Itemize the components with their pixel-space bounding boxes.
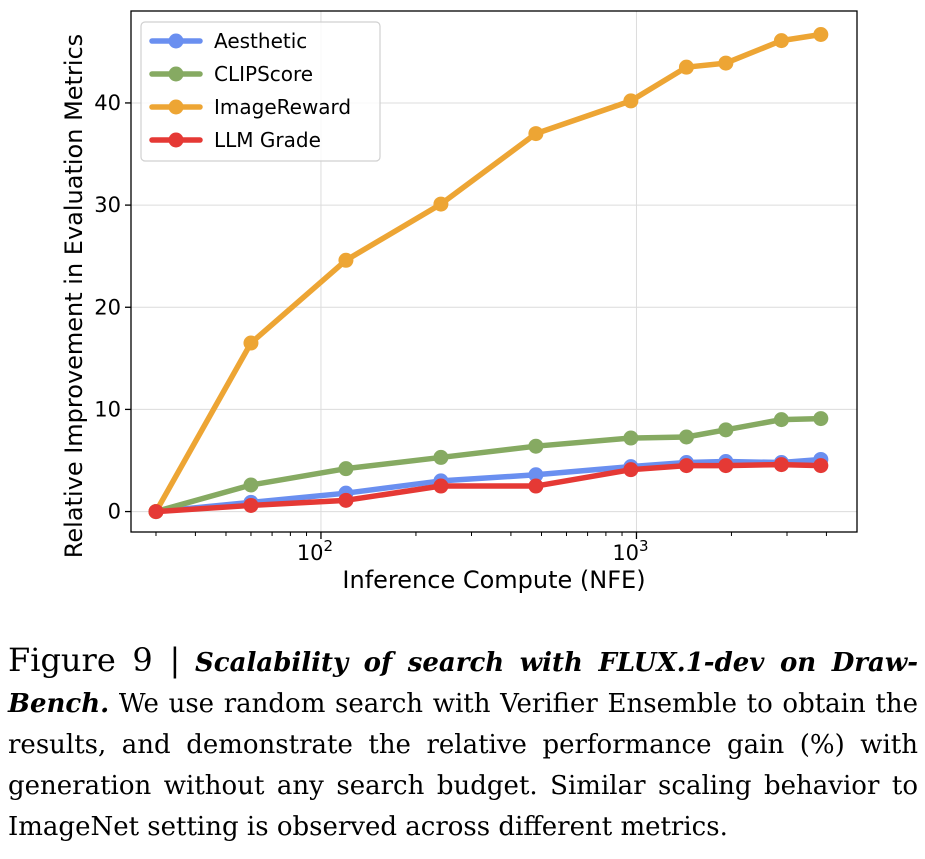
data-point-clipscore — [773, 412, 789, 428]
figure-label: Figure 9 | — [8, 641, 181, 679]
data-point-imagereward — [623, 93, 639, 109]
plot-frame — [130, 10, 858, 533]
legend-swatch-marker — [168, 99, 184, 115]
data-point-llm-grade — [773, 457, 789, 473]
legend-swatch-marker — [168, 66, 184, 82]
series-line-clipscore — [153, 415, 824, 515]
data-point-clipscore — [623, 430, 639, 446]
data-point-llm-grade — [813, 458, 829, 474]
data-point-imagereward — [678, 59, 694, 75]
data-point-llm-grade — [433, 478, 449, 494]
line-chart: 0 10 20 30 40 102 103 Inference Compute (NFE)… — [60, 10, 858, 594]
y-tick-label: 0 — [108, 500, 121, 524]
data-point-clipscore — [433, 449, 449, 465]
y-axis-ticks: 0 10 20 30 40 — [94, 91, 131, 524]
series-group — [148, 26, 829, 520]
legend-label: CLIPScore — [214, 62, 313, 86]
data-point-clipscore — [813, 411, 829, 427]
legend-item-imagereward: ImageReward — [149, 95, 351, 119]
series-line-aesthetic — [153, 456, 824, 515]
legend-swatch-marker — [168, 33, 184, 49]
figure-caption: Figure 9 | Scalability of search with FL… — [8, 640, 918, 848]
data-point-imagereward — [243, 335, 259, 351]
figure-caption-body: We use random search with Verifier Ensem… — [8, 689, 918, 842]
data-point-llm-grade — [623, 462, 639, 478]
data-point-imagereward — [338, 252, 354, 268]
x-tick-label: 102 — [297, 537, 333, 565]
legend: Aesthetic CLIPScore ImageReward LLM Grade — [140, 21, 381, 162]
x-axis-ticks: 102 103 — [155, 532, 827, 565]
series-clipscore — [148, 411, 829, 520]
data-point-clipscore — [678, 429, 694, 445]
x-tick-label: 103 — [612, 537, 648, 565]
legend-item-llm-grade: LLM Grade — [149, 128, 321, 152]
legend-item-aesthetic: Aesthetic — [149, 29, 307, 53]
data-point-clipscore — [243, 477, 259, 493]
legend-label: Aesthetic — [214, 29, 307, 53]
y-tick-label: 30 — [94, 193, 121, 217]
data-point-imagereward — [813, 26, 829, 42]
data-point-llm-grade — [338, 492, 354, 508]
data-point-clipscore — [718, 422, 734, 438]
data-point-imagereward — [773, 33, 789, 49]
series-line-llm-grade — [153, 461, 824, 515]
legend-label: LLM Grade — [214, 128, 321, 152]
legend-item-clipscore: CLIPScore — [149, 62, 313, 86]
figure-title: Scalability of search with FLUX.1-dev on… — [8, 648, 919, 719]
data-point-llm-grade — [148, 504, 164, 520]
y-tick-label: 20 — [94, 295, 121, 319]
data-point-aesthetic — [528, 467, 544, 483]
data-point-llm-grade — [718, 458, 734, 474]
y-tick-label: 40 — [94, 91, 121, 115]
legend-swatch-marker — [168, 132, 184, 148]
data-point-llm-grade — [528, 478, 544, 494]
y-tick-label: 10 — [94, 397, 121, 421]
data-point-llm-grade — [678, 458, 694, 474]
data-point-clipscore — [528, 438, 544, 454]
data-point-llm-grade — [243, 497, 259, 513]
data-point-imagereward — [433, 196, 449, 212]
data-point-imagereward — [718, 55, 734, 71]
legend-box — [140, 21, 381, 162]
data-point-imagereward — [528, 126, 544, 142]
series-llm-grade — [148, 457, 829, 520]
x-axis-label: Inference Compute (NFE) — [342, 566, 645, 594]
legend-label: ImageReward — [214, 95, 351, 119]
y-axis-label: Relative Improvement in Evaluation Metri… — [60, 34, 88, 558]
data-point-clipscore — [338, 461, 354, 477]
series-line-imagereward — [153, 31, 824, 515]
